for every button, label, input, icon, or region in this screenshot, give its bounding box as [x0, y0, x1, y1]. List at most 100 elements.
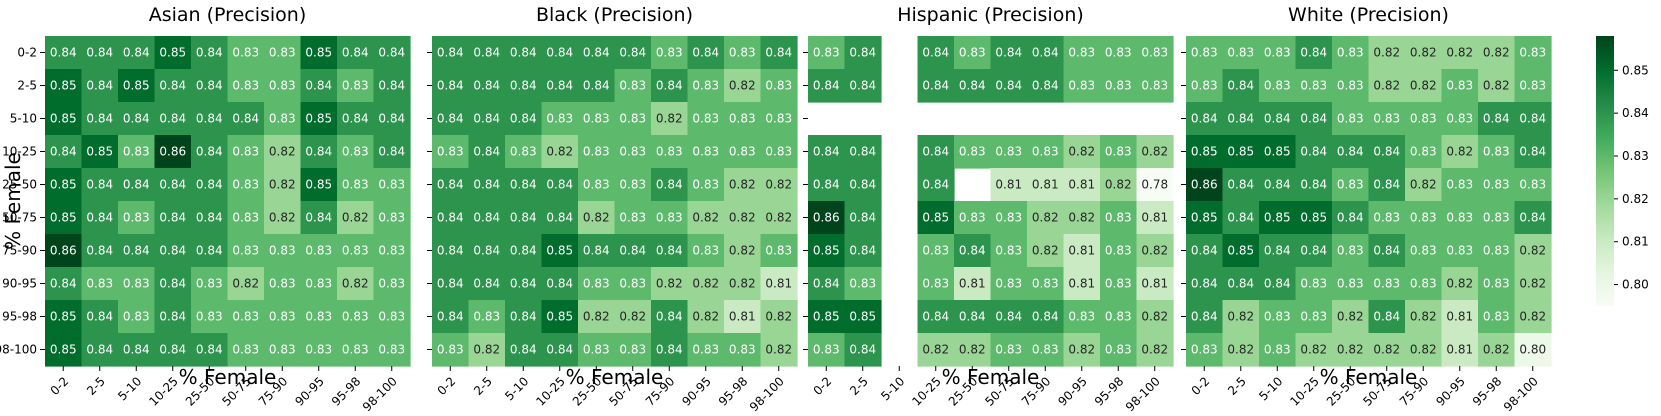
- x-tick-label: 0-2: [1189, 374, 1213, 398]
- cell-label: 0.82: [1446, 46, 1473, 60]
- heatmap-cell: [687, 267, 725, 301]
- x-tick-label: 90-95: [1055, 374, 1090, 409]
- x-axis-label: % Female: [942, 365, 1040, 389]
- heatmap-cell: [724, 135, 762, 169]
- cell-label: 0.83: [1264, 343, 1291, 357]
- cell-label: 0.84: [510, 79, 537, 93]
- heatmap-cell: [264, 234, 302, 268]
- heatmap-cell: [1259, 333, 1297, 367]
- heatmap-cell: [1027, 168, 1065, 202]
- colorbar-tick-label: 0.85: [1622, 63, 1649, 77]
- heatmap-cell: [81, 135, 119, 169]
- heatmap-cell: [1100, 267, 1138, 301]
- cell-label: 0.83: [1483, 145, 1510, 159]
- heatmap-cell: [990, 234, 1028, 268]
- heatmap-cell: [1100, 36, 1138, 70]
- heatmap-cell: [227, 102, 265, 136]
- heatmap-cell: [917, 201, 955, 235]
- cell-label: 0.84: [1373, 244, 1400, 258]
- heatmap-cell: [541, 333, 579, 367]
- heatmap-cell: [191, 267, 229, 301]
- cell-label: 0.84: [437, 46, 464, 60]
- x-tick-label: 5-10: [115, 374, 144, 403]
- heatmap-cell: [505, 69, 543, 103]
- cell-label: 0.84: [378, 79, 405, 93]
- y-tick-label: 75-90: [2, 244, 37, 258]
- heatmap-cell: [1441, 102, 1479, 136]
- cell-label: 0.83: [378, 343, 405, 357]
- heatmap-cell: [1332, 300, 1370, 334]
- cell-label: 0.85: [50, 112, 77, 126]
- cell-label: 0.83: [1105, 46, 1132, 60]
- cell-label: 0.82: [1410, 46, 1437, 60]
- cell-label: 0.84: [995, 46, 1022, 60]
- heatmap-cell: [990, 201, 1028, 235]
- x-tick-label: 98-100: [747, 374, 787, 414]
- cell-label: 0.82: [583, 211, 610, 225]
- cell-label: 0.83: [378, 310, 405, 324]
- cell-label: 0.81: [1068, 178, 1095, 192]
- cell-label: 0.83: [656, 46, 683, 60]
- cell-label: 0.83: [86, 277, 113, 291]
- cell-label: 0.83: [305, 244, 332, 258]
- cell-label: 0.83: [378, 244, 405, 258]
- heatmap-cell: [1259, 69, 1297, 103]
- heatmap-cell: [687, 201, 725, 235]
- cell-label: 0.83: [269, 79, 296, 93]
- heatmap-cell: [1368, 135, 1406, 169]
- heatmap-cell: [990, 300, 1028, 334]
- cell-label: 0.84: [305, 211, 332, 225]
- heatmap-cell: [724, 333, 762, 367]
- cell-label: 0.84: [583, 244, 610, 258]
- panel-title: Asian (Precision): [149, 4, 307, 26]
- heatmap-cell: [118, 168, 156, 202]
- cell-label: 0.83: [232, 343, 259, 357]
- cell-label: 0.82: [922, 343, 949, 357]
- heatmap-cell: [1478, 69, 1516, 103]
- heatmap-cell: [373, 102, 411, 136]
- cell-label: 0.84: [159, 112, 186, 126]
- heatmap-cell: [373, 267, 411, 301]
- cell-label: 0.82: [1483, 343, 1510, 357]
- heatmap-cell: [1441, 69, 1479, 103]
- cell-label: 0.82: [729, 244, 756, 258]
- heatmap-cell: [1259, 102, 1297, 136]
- heatmap-cell: [687, 69, 725, 103]
- cell-label: 0.84: [86, 211, 113, 225]
- heatmap-cell: [1186, 300, 1224, 334]
- cell-label: 0.84: [86, 79, 113, 93]
- cell-label: 0.84: [849, 211, 876, 225]
- cell-label: 0.84: [1227, 211, 1254, 225]
- heatmap-cell: [1405, 201, 1443, 235]
- cell-label: 0.83: [959, 145, 986, 159]
- heatmap-cell: [45, 135, 83, 169]
- x-tick-label: 95-98: [716, 374, 751, 409]
- heatmap-cell: [1063, 135, 1101, 169]
- cell-label: 0.83: [305, 277, 332, 291]
- heatmap-cell: [578, 168, 616, 202]
- cell-label: 0.83: [378, 211, 405, 225]
- heatmap-cell: [578, 135, 616, 169]
- cell-label: 0.82: [1068, 343, 1095, 357]
- heatmap-cell: [1514, 102, 1552, 136]
- cell-label: 0.83: [583, 145, 610, 159]
- cell-label: 0.84: [1264, 112, 1291, 126]
- heatmap-cell: [45, 69, 83, 103]
- heatmap-cell: [917, 300, 955, 334]
- heatmap-cell: [1186, 201, 1224, 235]
- heatmap-cell: [1441, 333, 1479, 367]
- heatmap-cell: [1405, 135, 1443, 169]
- cell-label: 0.83: [1519, 178, 1546, 192]
- cell-label: 0.84: [546, 343, 573, 357]
- heatmap-cell: [954, 135, 992, 169]
- cell-label: 0.84: [849, 79, 876, 93]
- cell-label: 0.84: [922, 46, 949, 60]
- heatmap-cell: [954, 333, 992, 367]
- heatmap-cell: [724, 300, 762, 334]
- cell-label: 0.83: [342, 244, 369, 258]
- cell-label: 0.85: [1300, 211, 1327, 225]
- heatmap-cell: [337, 69, 375, 103]
- y-tick-label: 25-50: [2, 178, 37, 192]
- heatmap-cell: [1441, 36, 1479, 70]
- heatmap-cell: [1136, 333, 1174, 367]
